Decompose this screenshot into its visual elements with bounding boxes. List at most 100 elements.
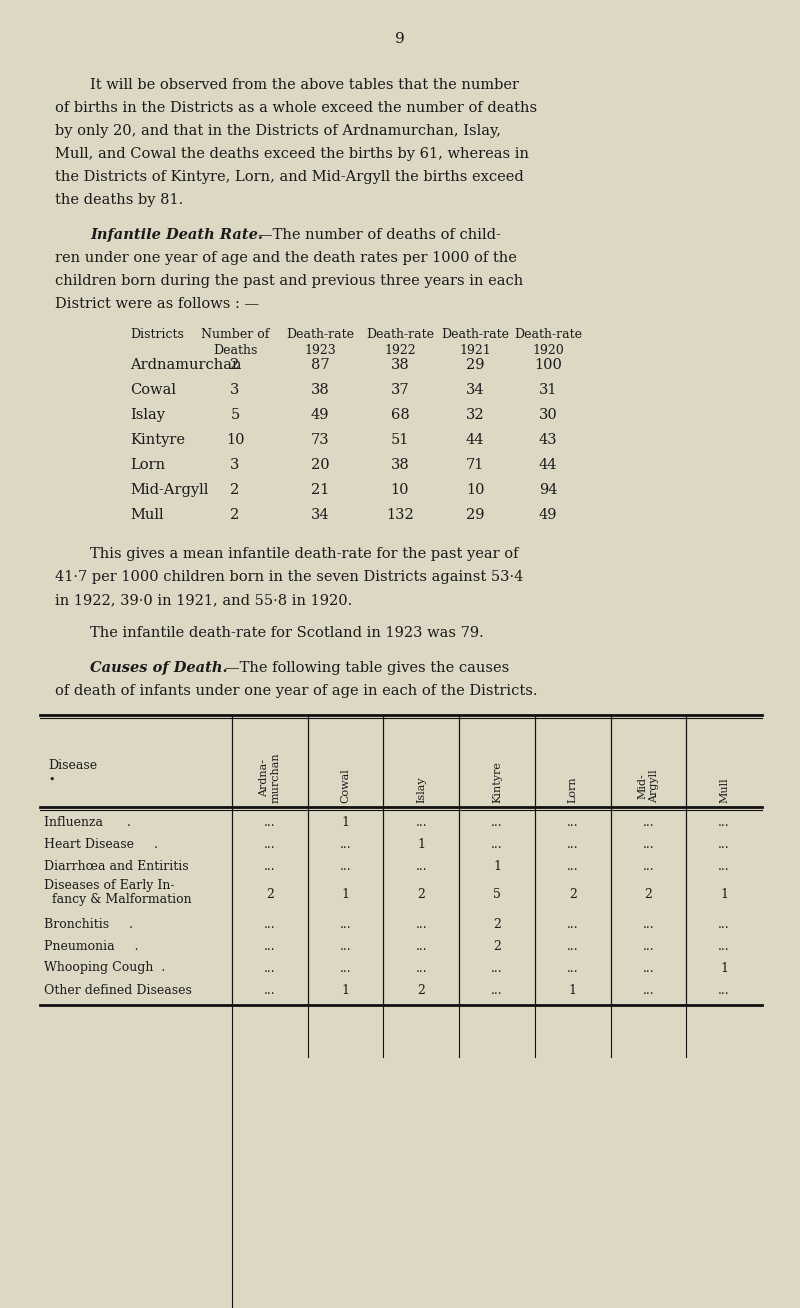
- Text: 38: 38: [390, 358, 410, 371]
- Text: ...: ...: [415, 961, 427, 974]
- Text: 31: 31: [538, 383, 558, 398]
- Text: 41·7 per 1000 children born in the seven Districts against 53·4: 41·7 per 1000 children born in the seven…: [55, 570, 523, 583]
- Text: ...: ...: [642, 939, 654, 952]
- Text: This gives a mean infantile death-rate for the past year of: This gives a mean infantile death-rate f…: [90, 547, 518, 561]
- Text: 9: 9: [395, 31, 405, 46]
- Text: Disease: Disease: [48, 759, 97, 772]
- Text: Islay: Islay: [130, 408, 165, 422]
- Text: 132: 132: [386, 508, 414, 522]
- Text: 29: 29: [466, 358, 484, 371]
- Text: 3: 3: [230, 383, 240, 398]
- Text: ...: ...: [264, 837, 276, 850]
- Text: The infantile death-rate for Scotland in 1923 was 79.: The infantile death-rate for Scotland in…: [90, 627, 484, 640]
- Text: 32: 32: [466, 408, 484, 422]
- Text: Diarrhœa and Entiritis: Diarrhœa and Entiritis: [44, 859, 189, 872]
- Text: 2: 2: [266, 888, 274, 901]
- Text: 2: 2: [493, 917, 501, 930]
- Text: ...: ...: [718, 939, 730, 952]
- Text: Whooping Cough  .: Whooping Cough .: [44, 961, 166, 974]
- Text: ...: ...: [415, 859, 427, 872]
- Text: Kintyre: Kintyre: [492, 761, 502, 803]
- Text: Lorn: Lorn: [568, 777, 578, 803]
- Text: Number of
Deaths: Number of Deaths: [201, 328, 269, 357]
- Text: 10: 10: [226, 433, 244, 447]
- Text: Influenza      .: Influenza .: [44, 815, 131, 828]
- Text: Diseases of Early In-: Diseases of Early In-: [44, 879, 174, 892]
- Text: Death-rate
1921: Death-rate 1921: [441, 328, 509, 357]
- Text: 3: 3: [230, 458, 240, 472]
- Text: 1: 1: [493, 859, 501, 872]
- Text: fancy & Malformation: fancy & Malformation: [44, 893, 192, 906]
- Text: 1: 1: [342, 888, 350, 901]
- Text: ...: ...: [415, 815, 427, 828]
- Text: 1: 1: [418, 837, 426, 850]
- Text: ...: ...: [264, 961, 276, 974]
- Text: 5: 5: [493, 888, 501, 901]
- Text: ...: ...: [264, 859, 276, 872]
- Text: ...: ...: [340, 939, 351, 952]
- Text: ...: ...: [491, 984, 503, 997]
- Text: Cowal: Cowal: [341, 768, 350, 803]
- Text: ...: ...: [264, 984, 276, 997]
- Text: Ardnamurchan: Ardnamurchan: [130, 358, 242, 371]
- Text: 2: 2: [493, 939, 501, 952]
- Text: ...: ...: [642, 961, 654, 974]
- Text: the Districts of Kintyre, Lorn, and Mid-Argyll the births exceed: the Districts of Kintyre, Lorn, and Mid-…: [55, 170, 524, 184]
- Text: Heart Disease     .: Heart Disease .: [44, 837, 158, 850]
- Text: ...: ...: [567, 917, 578, 930]
- Text: Mid-
Argyll: Mid- Argyll: [638, 769, 659, 803]
- Text: of death of infants under one year of age in each of the Districts.: of death of infants under one year of ag…: [55, 684, 538, 698]
- Text: Causes of Death.: Causes of Death.: [90, 661, 228, 675]
- Text: 44: 44: [538, 458, 558, 472]
- Text: 44: 44: [466, 433, 484, 447]
- Text: 37: 37: [390, 383, 410, 398]
- Text: Death-rate
1920: Death-rate 1920: [514, 328, 582, 357]
- Text: 34: 34: [466, 383, 484, 398]
- Text: 2: 2: [569, 888, 577, 901]
- Text: ...: ...: [340, 961, 351, 974]
- Text: Pneumonia     .: Pneumonia .: [44, 939, 138, 952]
- Text: Islay: Islay: [416, 777, 426, 803]
- Text: Death-rate
1922: Death-rate 1922: [366, 328, 434, 357]
- Text: of births in the Districts as a whole exceed the number of deaths: of births in the Districts as a whole ex…: [55, 101, 537, 115]
- Text: Mull, and Cowal the deaths exceed the births by 61, whereas in: Mull, and Cowal the deaths exceed the bi…: [55, 146, 529, 161]
- Text: 38: 38: [390, 458, 410, 472]
- Text: 38: 38: [310, 383, 330, 398]
- Text: ...: ...: [718, 917, 730, 930]
- Text: 2: 2: [230, 358, 240, 371]
- Text: Kintyre: Kintyre: [130, 433, 185, 447]
- Text: ...: ...: [415, 939, 427, 952]
- Text: 2: 2: [418, 888, 426, 901]
- Text: ...: ...: [567, 815, 578, 828]
- Text: 30: 30: [538, 408, 558, 422]
- Text: 2: 2: [645, 888, 652, 901]
- Text: —The following table gives the causes: —The following table gives the causes: [225, 661, 510, 675]
- Text: ...: ...: [264, 815, 276, 828]
- Text: ...: ...: [264, 917, 276, 930]
- Text: ...: ...: [642, 837, 654, 850]
- Text: children born during the past and previous three years in each: children born during the past and previo…: [55, 273, 523, 288]
- Text: 2: 2: [230, 483, 240, 497]
- Text: 5: 5: [230, 408, 240, 422]
- Text: 1: 1: [342, 984, 350, 997]
- Text: It will be observed from the above tables that the number: It will be observed from the above table…: [90, 78, 519, 92]
- Text: 10: 10: [466, 483, 484, 497]
- Text: Ardna-
murchan: Ardna- murchan: [259, 752, 281, 803]
- Text: ...: ...: [642, 984, 654, 997]
- Text: 49: 49: [310, 408, 330, 422]
- Text: —The number of deaths of child-: —The number of deaths of child-: [258, 228, 501, 242]
- Text: Mull: Mull: [719, 777, 729, 803]
- Text: 1: 1: [720, 888, 728, 901]
- Text: Bronchitis     .: Bronchitis .: [44, 917, 133, 930]
- Text: Infantile Death Rate.: Infantile Death Rate.: [90, 228, 263, 242]
- Text: 34: 34: [310, 508, 330, 522]
- Text: ...: ...: [718, 984, 730, 997]
- Text: the deaths by 81.: the deaths by 81.: [55, 194, 183, 207]
- Text: ...: ...: [264, 939, 276, 952]
- Text: •: •: [48, 774, 54, 785]
- Text: ...: ...: [491, 961, 503, 974]
- Text: ...: ...: [491, 815, 503, 828]
- Text: 2: 2: [418, 984, 426, 997]
- Text: ...: ...: [415, 917, 427, 930]
- Text: 1: 1: [720, 961, 728, 974]
